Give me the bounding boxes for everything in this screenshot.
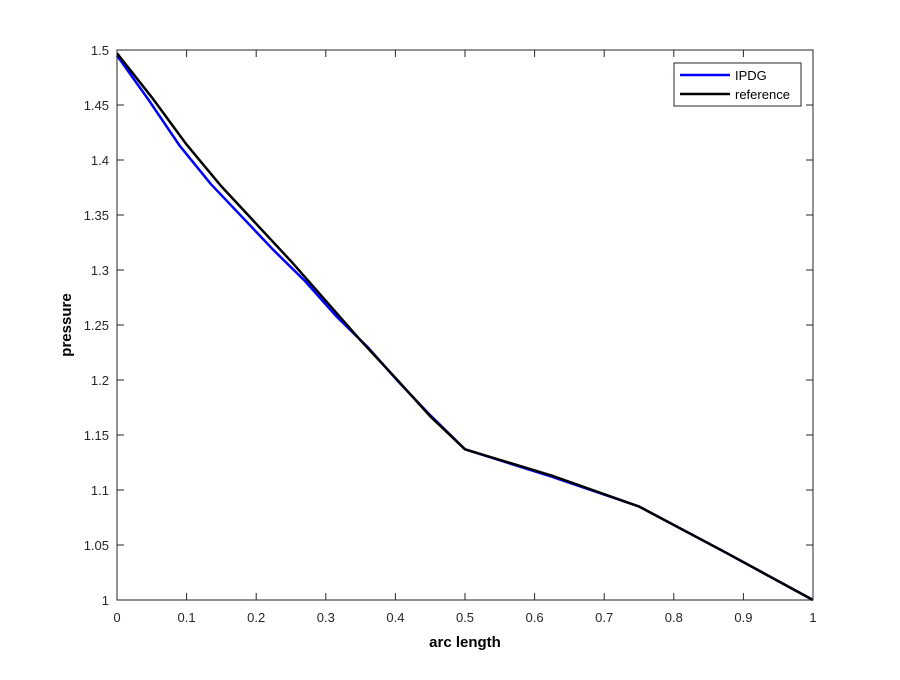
y-tick-label: 1.5 — [91, 43, 109, 58]
x-tick-label: 0.3 — [317, 610, 335, 625]
x-tick-label: 1 — [809, 610, 816, 625]
legend-label-reference: reference — [735, 87, 790, 102]
ticks-layer: 0 0.1 0.2 0.3 0.4 0.5 0.6 0.7 0.8 0.9 1 1 1.05 1.1 1.1… — [84, 43, 817, 625]
y-axis-label: pressure — [58, 293, 75, 356]
y-tick-label: 1.25 — [84, 318, 109, 333]
x-tick-label: 0 — [113, 610, 120, 625]
x-tick-label: 0.1 — [178, 610, 196, 625]
x-tick-label: 0.7 — [595, 610, 613, 625]
legend-label-ipdg: IPDG — [735, 68, 767, 83]
y-tick-label: 1.1 — [91, 483, 109, 498]
y-tick-label: 1.3 — [91, 263, 109, 278]
x-tick-label: 0.2 — [247, 610, 265, 625]
x-axis-label: arc length — [429, 634, 501, 651]
x-tick-label: 0.8 — [665, 610, 683, 625]
plot-frame — [116, 49, 814, 601]
series-line-reference — [116, 52, 814, 602]
y-tick-label: 1.05 — [84, 538, 109, 553]
y-tick-label: 1 — [102, 593, 109, 608]
legend[interactable]: IPDG reference — [673, 62, 802, 107]
series-layer — [115, 52, 814, 602]
y-tick-label: 1.2 — [91, 373, 109, 388]
series-line-ipdg — [115, 54, 814, 602]
y-tick-label: 1.35 — [84, 208, 109, 223]
y-tick-label: 1.4 — [91, 153, 109, 168]
y-tick-label: 1.45 — [84, 98, 109, 113]
x-tick-label: 0.6 — [526, 610, 544, 625]
y-tick-label: 1.15 — [84, 428, 109, 443]
x-tick-label: 0.5 — [456, 610, 474, 625]
legend-box — [673, 62, 802, 107]
x-tick-label: 0.9 — [734, 610, 752, 625]
x-tick-label: 0.4 — [386, 610, 404, 625]
